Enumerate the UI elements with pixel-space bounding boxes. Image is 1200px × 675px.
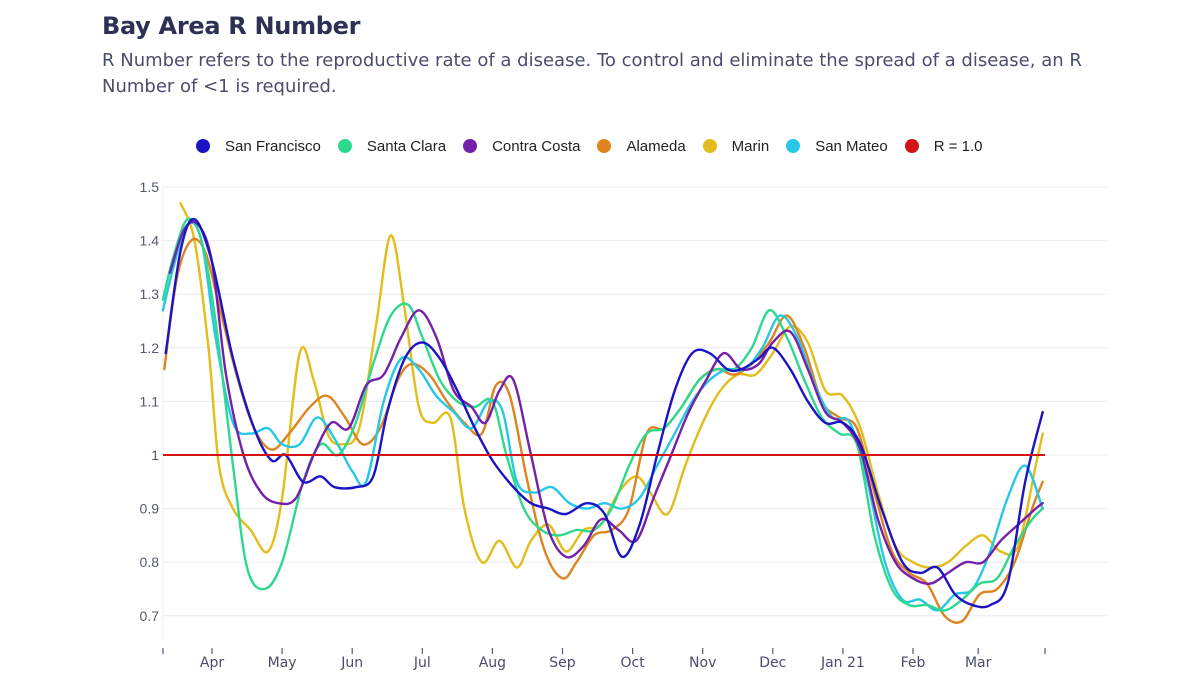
legend-label: San Francisco (225, 137, 321, 155)
legend-marker-icon (196, 139, 210, 153)
x-tick-label: Jun (340, 655, 363, 671)
x-tick-label: Apr (200, 655, 224, 671)
chart-description: R Number refers to the reproductive rate… (102, 50, 1082, 97)
legend-marker-icon (702, 139, 717, 153)
x-axis: Apr May Jun Jul Aug Sep Oct Nov Dec Jan 21 Feb Mar (162, 648, 1046, 671)
y-tick-label: 1.1 (140, 393, 160, 409)
legend-item[interactable]: Santa Clara (337, 137, 447, 155)
legend-label: R = 1.0 (933, 137, 983, 155)
series-line-contra-costa[interactable] (168, 220, 1044, 585)
x-tick-label: Aug (479, 655, 506, 671)
series-line-alameda[interactable] (163, 237, 1044, 624)
series-line-san-francisco[interactable] (164, 217, 1044, 609)
legend-label: Marin (731, 137, 770, 155)
x-tick-label: May (268, 655, 297, 671)
chart-legend: San Francisco Santa Clara Contra Costa Alam… (196, 134, 1000, 158)
x-tick-label: Dec (759, 655, 786, 671)
y-tick-label: 1 (151, 447, 159, 463)
legend-item[interactable]: San Mateo (786, 138, 888, 155)
legend-marker-icon (337, 139, 352, 153)
series-line-santa-clara[interactable] (161, 217, 1044, 612)
legend-label: San Mateo (815, 137, 888, 155)
y-tick-label: 0.9 (140, 501, 160, 517)
legend-item[interactable]: San Francisco (196, 138, 321, 155)
y-tick-label: 0.8 (140, 554, 160, 570)
y-axis: 0.7 0.8 0.9 1 1.1 1.2 1.3 1.4 1.5 (140, 179, 160, 624)
legend-label: Santa Clara (366, 137, 447, 155)
x-tick-label: Nov (689, 655, 716, 671)
x-tick-label: Mar (965, 655, 992, 671)
y-tick-label: 1.3 (140, 286, 160, 302)
x-tick-label: Jul (413, 655, 431, 671)
page-title: Bay Area R Number (102, 12, 361, 40)
legend-label: Contra Costa (492, 137, 581, 155)
x-tick-label: Oct (620, 655, 645, 671)
legend-marker-icon (786, 139, 801, 153)
x-tick-label: Feb (901, 655, 926, 671)
x-tick-label: Jan 21 (820, 655, 865, 671)
legend-marker-icon (463, 139, 478, 153)
legend-marker-icon (597, 139, 612, 153)
series-line-san-mateo[interactable] (161, 221, 1044, 612)
y-tick-label: 1.5 (140, 179, 160, 195)
legend-marker-icon (904, 139, 919, 153)
series-line-marin[interactable] (179, 201, 1044, 569)
y-tick-label: 0.7 (140, 608, 160, 624)
x-tick-label: Sep (549, 655, 576, 671)
legend-item[interactable]: Marin (702, 137, 770, 155)
legend-item[interactable]: R = 1.0 (904, 137, 983, 155)
legend-label: Alameda (626, 137, 686, 155)
y-tick-label: 1.4 (140, 233, 160, 249)
legend-item[interactable]: Contra Costa (463, 138, 580, 155)
legend-item[interactable]: Alameda (597, 137, 686, 155)
y-tick-label: 1.2 (140, 340, 160, 356)
series-lines (161, 201, 1044, 624)
